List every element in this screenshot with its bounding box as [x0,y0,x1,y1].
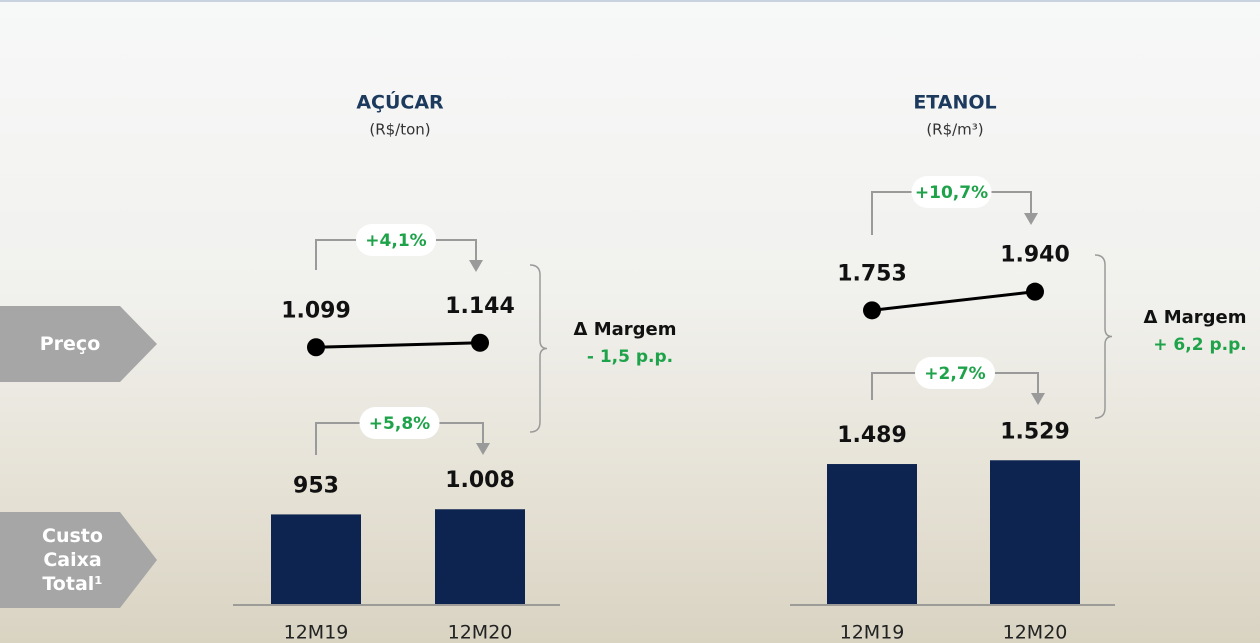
bar-value-label: 1.489 [837,423,907,448]
change-label: +10,7% [915,183,988,203]
slide: AÇÚCAR (R$/ton) 12M19 12M20 1.099 1.144 953 1.0… [0,0,1260,643]
chart-subtitle: (R$/ton) [369,121,430,139]
x-tick-label: 12M19 [840,622,905,643]
change-label: +5,8% [369,414,430,434]
price-dot [1026,283,1044,301]
margin-brace [530,265,547,432]
bar [827,464,917,604]
margin-label: Δ Margem [1144,307,1247,328]
price-dot [471,334,489,352]
price-value-label: 1.940 [1000,243,1070,268]
x-tick-label: 12M20 [1003,622,1068,643]
bar-value-label: 953 [293,473,339,498]
bar-value-label: 1.008 [445,468,515,493]
arrow-head [469,260,483,272]
chart-subtitle: (R$/m³) [926,121,983,139]
top-border [0,0,1260,2]
arrow-head [476,443,490,455]
row-label: Custo Caixa Total¹ [0,524,135,596]
price-value-label: 1.099 [281,298,351,323]
chart-title: ETANOL [913,92,996,114]
row-label: Preço [0,332,140,356]
arrow-head [1031,393,1045,405]
price-value-label: 1.753 [837,261,907,286]
x-tick-label: 12M20 [448,622,513,643]
bar-value-label: 1.529 [1000,419,1070,444]
margin-label: Δ Margem [574,319,677,340]
price-line [316,343,480,348]
price-dot [863,301,881,319]
bar [435,509,525,604]
price-value-label: 1.144 [445,294,515,319]
chart-title: AÇÚCAR [356,90,444,114]
x-tick-label: 12M19 [284,622,349,643]
arrow-head [1024,213,1038,225]
chart: AÇÚCAR (R$/ton) 12M19 12M20 1.099 1.144 953 1.0… [0,0,1260,643]
price-dot [307,338,325,356]
margin-change: + 6,2 p.p. [1153,335,1246,355]
margin-brace [1095,255,1112,418]
bar [271,514,361,604]
change-label: +4,1% [365,231,426,251]
change-label: +2,7% [924,364,985,384]
price-line [872,292,1035,311]
margin-change: - 1,5 p.p. [587,347,673,367]
bar [990,460,1080,604]
